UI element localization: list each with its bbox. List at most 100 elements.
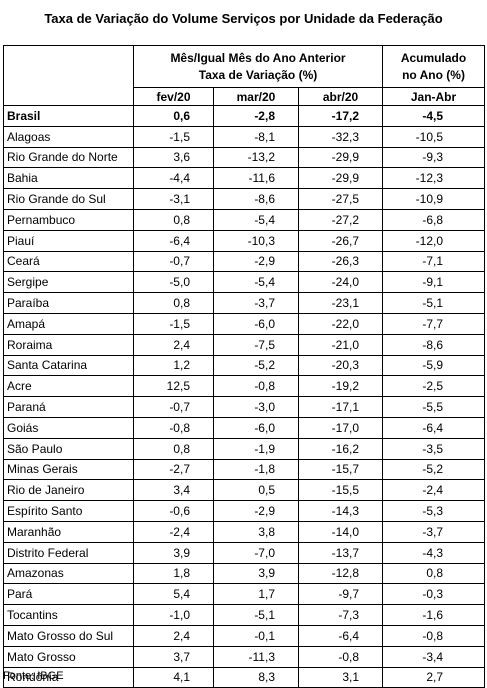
state-name: Brasil — [3, 105, 134, 127]
value-cell: 3,8 — [213, 520, 299, 543]
accum-label: Acumulado — [400, 50, 467, 65]
value-cell: -11,3 — [213, 645, 299, 668]
value-cell: -11,6 — [213, 167, 299, 190]
value-cell: -3,5 — [382, 437, 486, 460]
table-row: Paraná -0,7 -3,0 -17,1 -5,5 — [3, 396, 486, 418]
value-cell: -5,2 — [213, 354, 299, 377]
value-cell: -2,5 — [382, 375, 486, 398]
state-name: Ceará — [3, 250, 134, 273]
state-name: Rio de Janeiro — [3, 479, 134, 502]
state-name: Tocantins — [3, 604, 134, 626]
value-cell: -3,4 — [382, 645, 486, 668]
month-header: mar/20 — [213, 87, 299, 106]
value-cell: -22,0 — [297, 312, 384, 335]
value-cell: -6,4 — [297, 624, 384, 647]
value-cell: -0,7 — [133, 396, 214, 418]
value-cell: 0,6 — [133, 105, 214, 127]
value-cell: -8,6 — [382, 333, 486, 356]
value-cell: -10,9 — [382, 188, 486, 210]
value-cell: -2,7 — [133, 458, 214, 481]
value-cell: -29,9 — [297, 146, 384, 169]
value-cell: -5,4 — [213, 208, 299, 231]
value-cell: -17,1 — [297, 396, 384, 418]
period-header: Jan-Abr — [382, 87, 486, 106]
state-name: Paraná — [3, 396, 134, 418]
table-row: Rondônia 4,1 8,3 3,1 2,7 — [3, 666, 486, 688]
table-row: Paraíba 0,8 -3,7 -23,1 -5,1 — [3, 292, 486, 314]
table-body: Brasil 0,6 -2,8 -17,2 -4,5 Alagoas -1,5 -8,1 -32… — [3, 105, 486, 688]
data-table: Mês/Igual Mês do Ano Anterior Taxa de Var… — [3, 45, 486, 688]
value-cell: -5,0 — [133, 271, 214, 294]
value-cell: -7,1 — [382, 250, 486, 273]
value-cell: -7,7 — [382, 312, 486, 335]
value-cell: -13,7 — [297, 541, 384, 564]
group-header: Mês/Igual Mês do Ano Anterior Taxa de Var… — [132, 45, 384, 88]
state-name: Minas Gerais — [3, 458, 134, 481]
value-cell: 0,8 — [133, 208, 214, 231]
table-row: Maranhão -2,4 3,8 -14,0 -3,7 — [3, 520, 486, 543]
value-cell: 3,6 — [133, 146, 214, 169]
value-cell: 1,7 — [213, 583, 299, 606]
corner-cell — [3, 45, 134, 106]
value-cell: 2,7 — [382, 666, 486, 688]
table-row: Santa Catarina 1,2 -5,2 -20,3 -5,9 — [3, 354, 486, 377]
value-cell: -3,0 — [213, 396, 299, 418]
value-cell: -3,1 — [133, 188, 214, 210]
value-cell: -16,2 — [297, 437, 384, 460]
value-cell: -0,8 — [133, 416, 214, 439]
state-name: Roraima — [3, 333, 134, 356]
state-name: Piauí — [3, 229, 134, 252]
state-name: Rio Grande do Norte — [3, 146, 134, 169]
value-cell: -9,3 — [382, 146, 486, 169]
value-cell: -13,2 — [213, 146, 299, 169]
value-cell: 3,7 — [133, 645, 214, 668]
group-label: Mês/Igual Mês do Ano Anterior — [170, 50, 346, 65]
value-cell: 0,8 — [133, 292, 214, 314]
value-cell: -0,6 — [133, 500, 214, 522]
table-row: Espírito Santo -0,6 -2,9 -14,3 -5,3 — [3, 500, 486, 522]
value-cell: -5,1 — [382, 292, 486, 314]
value-cell: -24,0 — [297, 271, 384, 294]
value-cell: -5,3 — [382, 500, 486, 522]
value-cell: -6,0 — [213, 416, 299, 439]
value-cell: -6,4 — [382, 416, 486, 439]
value-cell: -3,7 — [213, 292, 299, 314]
table-row: Goiás -0,8 -6,0 -17,0 -6,4 — [3, 416, 486, 439]
value-cell: 2,4 — [133, 333, 214, 356]
state-name: Pernambuco — [3, 208, 134, 231]
state-name: Rondônia — [3, 666, 134, 688]
value-cell: -9,7 — [297, 583, 384, 606]
state-name: Alagoas — [3, 125, 134, 148]
value-cell: -6,8 — [382, 208, 486, 231]
table-row: Distrito Federal 3,9 -7,0 -13,7 -4,3 — [3, 541, 486, 564]
value-cell: -14,0 — [297, 520, 384, 543]
source-note: Fonte: IBGE — [3, 670, 64, 682]
value-cell: -7,3 — [297, 604, 384, 626]
value-cell: -26,3 — [297, 250, 384, 273]
table-row: Ceará -0,7 -2,9 -26,3 -7,1 — [3, 250, 486, 273]
value-cell: -5,5 — [382, 396, 486, 418]
value-cell: -6,0 — [213, 312, 299, 335]
value-cell: -4,5 — [382, 105, 486, 127]
value-cell: -20,3 — [297, 354, 384, 377]
state-name: Acre — [3, 375, 134, 398]
value-cell: -29,9 — [297, 167, 384, 190]
state-name: Maranhão — [3, 520, 134, 543]
table-row: Tocantins -1,0 -5,1 -7,3 -1,6 — [3, 604, 486, 626]
table-row: Pará 5,4 1,7 -9,7 -0,3 — [3, 583, 486, 606]
value-cell: 8,3 — [213, 666, 299, 688]
value-cell: -26,7 — [297, 229, 384, 252]
value-cell: -15,5 — [297, 479, 384, 502]
value-cell: -7,5 — [213, 333, 299, 356]
title: Taxa de Variação do Volume Serviços por … — [44, 11, 443, 26]
state-name: Distrito Federal — [3, 541, 134, 564]
table-row: Mato Grosso do Sul 2,4 -0,1 -6,4 -0,8 — [3, 624, 486, 647]
table-row: Bahia -4,4 -11,6 -29,9 -12,3 — [3, 167, 486, 190]
state-name: Bahia — [3, 167, 134, 190]
table-row: Mato Grosso 3,7 -11,3 -0,8 -3,4 — [3, 645, 486, 668]
value-cell: 3,4 — [133, 479, 214, 502]
value-cell: -9,1 — [382, 271, 486, 294]
table-row: Piauí -6,4 -10,3 -26,7 -12,0 — [3, 229, 486, 252]
value-cell: 3,9 — [133, 541, 214, 564]
